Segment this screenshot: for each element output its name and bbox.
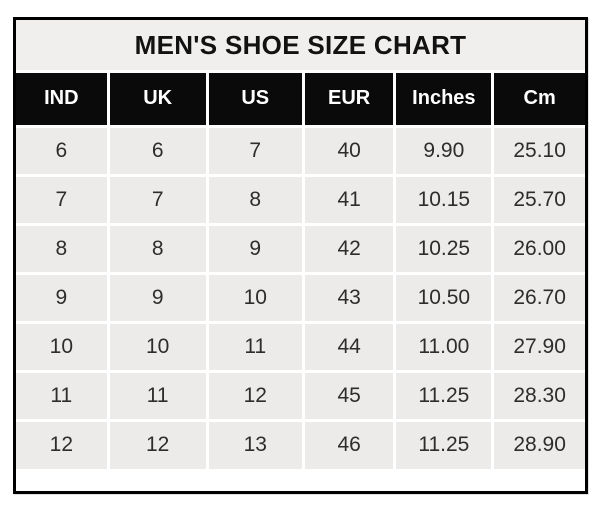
table-row: 6 6 7 40 9.90 25.10 <box>16 126 585 177</box>
column-header-uk: UK <box>108 73 209 128</box>
table-cell: 11.25 <box>394 420 495 469</box>
table-cell: 7 <box>16 175 110 226</box>
table-cell: 9 <box>207 224 305 275</box>
table-cell: 40 <box>303 126 397 177</box>
table-cell: 9 <box>108 273 209 324</box>
table-cell: 46 <box>303 420 397 469</box>
table-cell: 8 <box>16 224 110 275</box>
table-cell: 12 <box>108 420 209 469</box>
table-cell: 6 <box>108 126 209 177</box>
table-cell: 11 <box>207 322 305 373</box>
table-cell: 10 <box>108 322 209 373</box>
table-cell: 28.90 <box>492 420 585 469</box>
table-cell: 8 <box>207 175 305 226</box>
table-row: 10 10 11 44 11.00 27.90 <box>16 322 585 373</box>
size-table-body: 6 6 7 40 9.90 25.10 7 7 8 41 10.15 25.70 8 8 9 42 10.25 2… <box>16 126 585 469</box>
column-header-cm: Cm <box>492 73 585 128</box>
table-row: 11 11 12 45 11.25 28.30 <box>16 371 585 422</box>
table-cell: 12 <box>207 371 305 422</box>
header-row: IND UK US EUR Inches Cm <box>16 73 585 128</box>
table-cell: 12 <box>16 420 110 469</box>
table-cell: 13 <box>207 420 305 469</box>
table-row: 8 8 9 42 10.25 26.00 <box>16 224 585 275</box>
table-cell: 11.25 <box>394 371 495 422</box>
table-cell: 10.15 <box>394 175 495 226</box>
table-cell: 10.50 <box>394 273 495 324</box>
table-cell: 28.30 <box>492 371 585 422</box>
table-cell: 7 <box>207 126 305 177</box>
table-cell: 10 <box>207 273 305 324</box>
column-header-eur: EUR <box>303 73 397 128</box>
size-chart: MEN'S SHOE SIZE CHART IND UK US EUR Inches Cm… <box>13 17 588 494</box>
table-cell: 42 <box>303 224 397 275</box>
table-row: 9 9 10 43 10.50 26.70 <box>16 273 585 324</box>
table-cell: 26.70 <box>492 273 585 324</box>
table-cell: 6 <box>16 126 110 177</box>
table-cell: 45 <box>303 371 397 422</box>
chart-title: MEN'S SHOE SIZE CHART <box>16 20 585 73</box>
table-cell: 10 <box>16 322 110 373</box>
table-cell: 44 <box>303 322 397 373</box>
table-cell: 25.10 <box>492 126 585 177</box>
table-cell: 11.00 <box>394 322 495 373</box>
table-cell: 9.90 <box>394 126 495 177</box>
table-cell: 27.90 <box>492 322 585 373</box>
table-row: 7 7 8 41 10.15 25.70 <box>16 175 585 226</box>
size-table: IND UK US EUR Inches Cm 6 6 7 40 9.90 25.10 7 7 8 41 10… <box>16 73 585 469</box>
table-cell: 8 <box>108 224 209 275</box>
table-cell: 26.00 <box>492 224 585 275</box>
table-cell: 43 <box>303 273 397 324</box>
table-cell: 11 <box>108 371 209 422</box>
column-header-inches: Inches <box>394 73 495 128</box>
table-cell: 10.25 <box>394 224 495 275</box>
column-header-us: US <box>207 73 305 128</box>
table-cell: 9 <box>16 273 110 324</box>
table-row: 12 12 13 46 11.25 28.90 <box>16 420 585 469</box>
table-cell: 7 <box>108 175 209 226</box>
column-header-ind: IND <box>16 73 110 128</box>
table-cell: 41 <box>303 175 397 226</box>
table-cell: 11 <box>16 371 110 422</box>
table-cell: 25.70 <box>492 175 585 226</box>
